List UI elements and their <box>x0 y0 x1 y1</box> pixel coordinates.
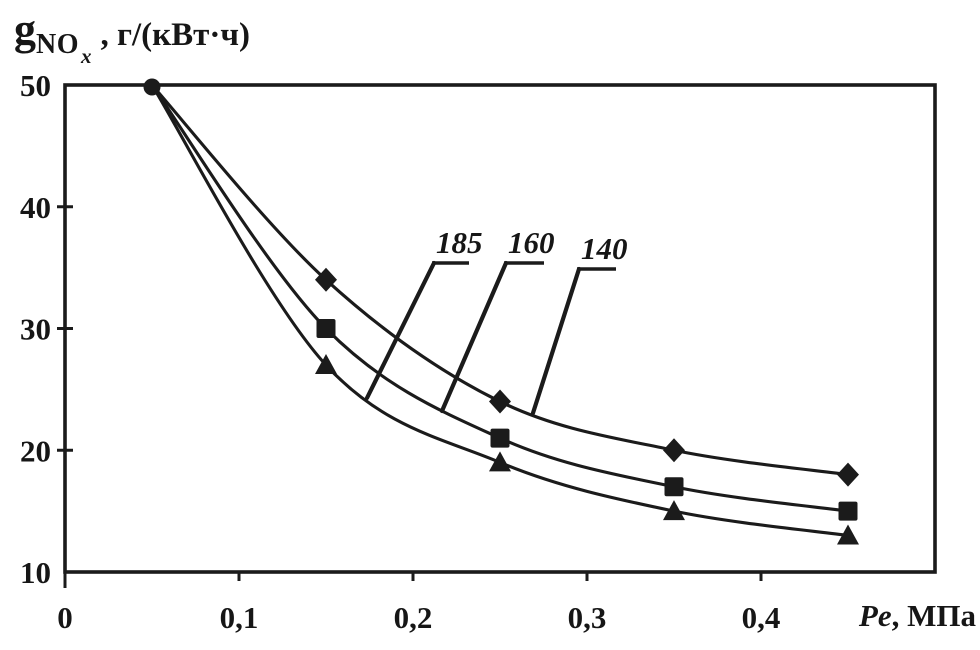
series-185-curve <box>150 83 850 538</box>
series-185-marker <box>663 500 685 521</box>
y-tick-label: 50 <box>20 68 51 103</box>
annotation-160-leader <box>439 260 509 414</box>
annotation-140-leader <box>530 266 582 416</box>
series-160-curve <box>150 83 850 513</box>
y-axis-title: gNOx , г/(кВт·ч) <box>14 4 250 68</box>
x-tick-label: 0,3 <box>568 600 607 635</box>
start-point-marker <box>143 78 161 96</box>
series-160-marker <box>490 428 510 448</box>
y-axis-units: , г/(кВт·ч) <box>100 17 250 53</box>
series-140-curve <box>150 83 850 477</box>
x-axis-title: Pе, МПа <box>858 598 977 633</box>
series-140-marker <box>837 462 859 487</box>
y-tick-label: 10 <box>20 555 51 590</box>
plot-border <box>63 83 937 574</box>
y-tick-label: 30 <box>20 312 51 347</box>
annotation-140-label: 140 <box>581 231 628 266</box>
series-160-marker <box>838 501 858 521</box>
y-tick-label: 20 <box>20 433 51 468</box>
series-185-marker <box>315 354 337 375</box>
x-tick-label: 0,2 <box>394 600 433 635</box>
series-185-marker <box>489 451 511 472</box>
y-axis-subscript: NO <box>36 29 79 60</box>
y-axis-symbol: g <box>14 5 36 54</box>
x-tick-label: 0 <box>57 600 73 635</box>
series-140-marker <box>315 267 337 292</box>
annotation-160-label: 160 <box>508 225 555 260</box>
annotation-185-label: 185 <box>436 225 483 260</box>
x-tick-label: 0,1 <box>220 600 259 635</box>
series-160-marker <box>664 477 684 497</box>
series-185-marker <box>837 524 859 545</box>
annotation-185-leader <box>364 260 437 401</box>
series-140-marker <box>663 438 685 463</box>
x-tick-label: 0,4 <box>742 600 781 635</box>
series-160-marker <box>316 319 336 338</box>
y-axis-subsubscript: x <box>81 44 92 68</box>
y-tick-label: 40 <box>20 190 51 225</box>
series-140-marker <box>489 389 511 414</box>
